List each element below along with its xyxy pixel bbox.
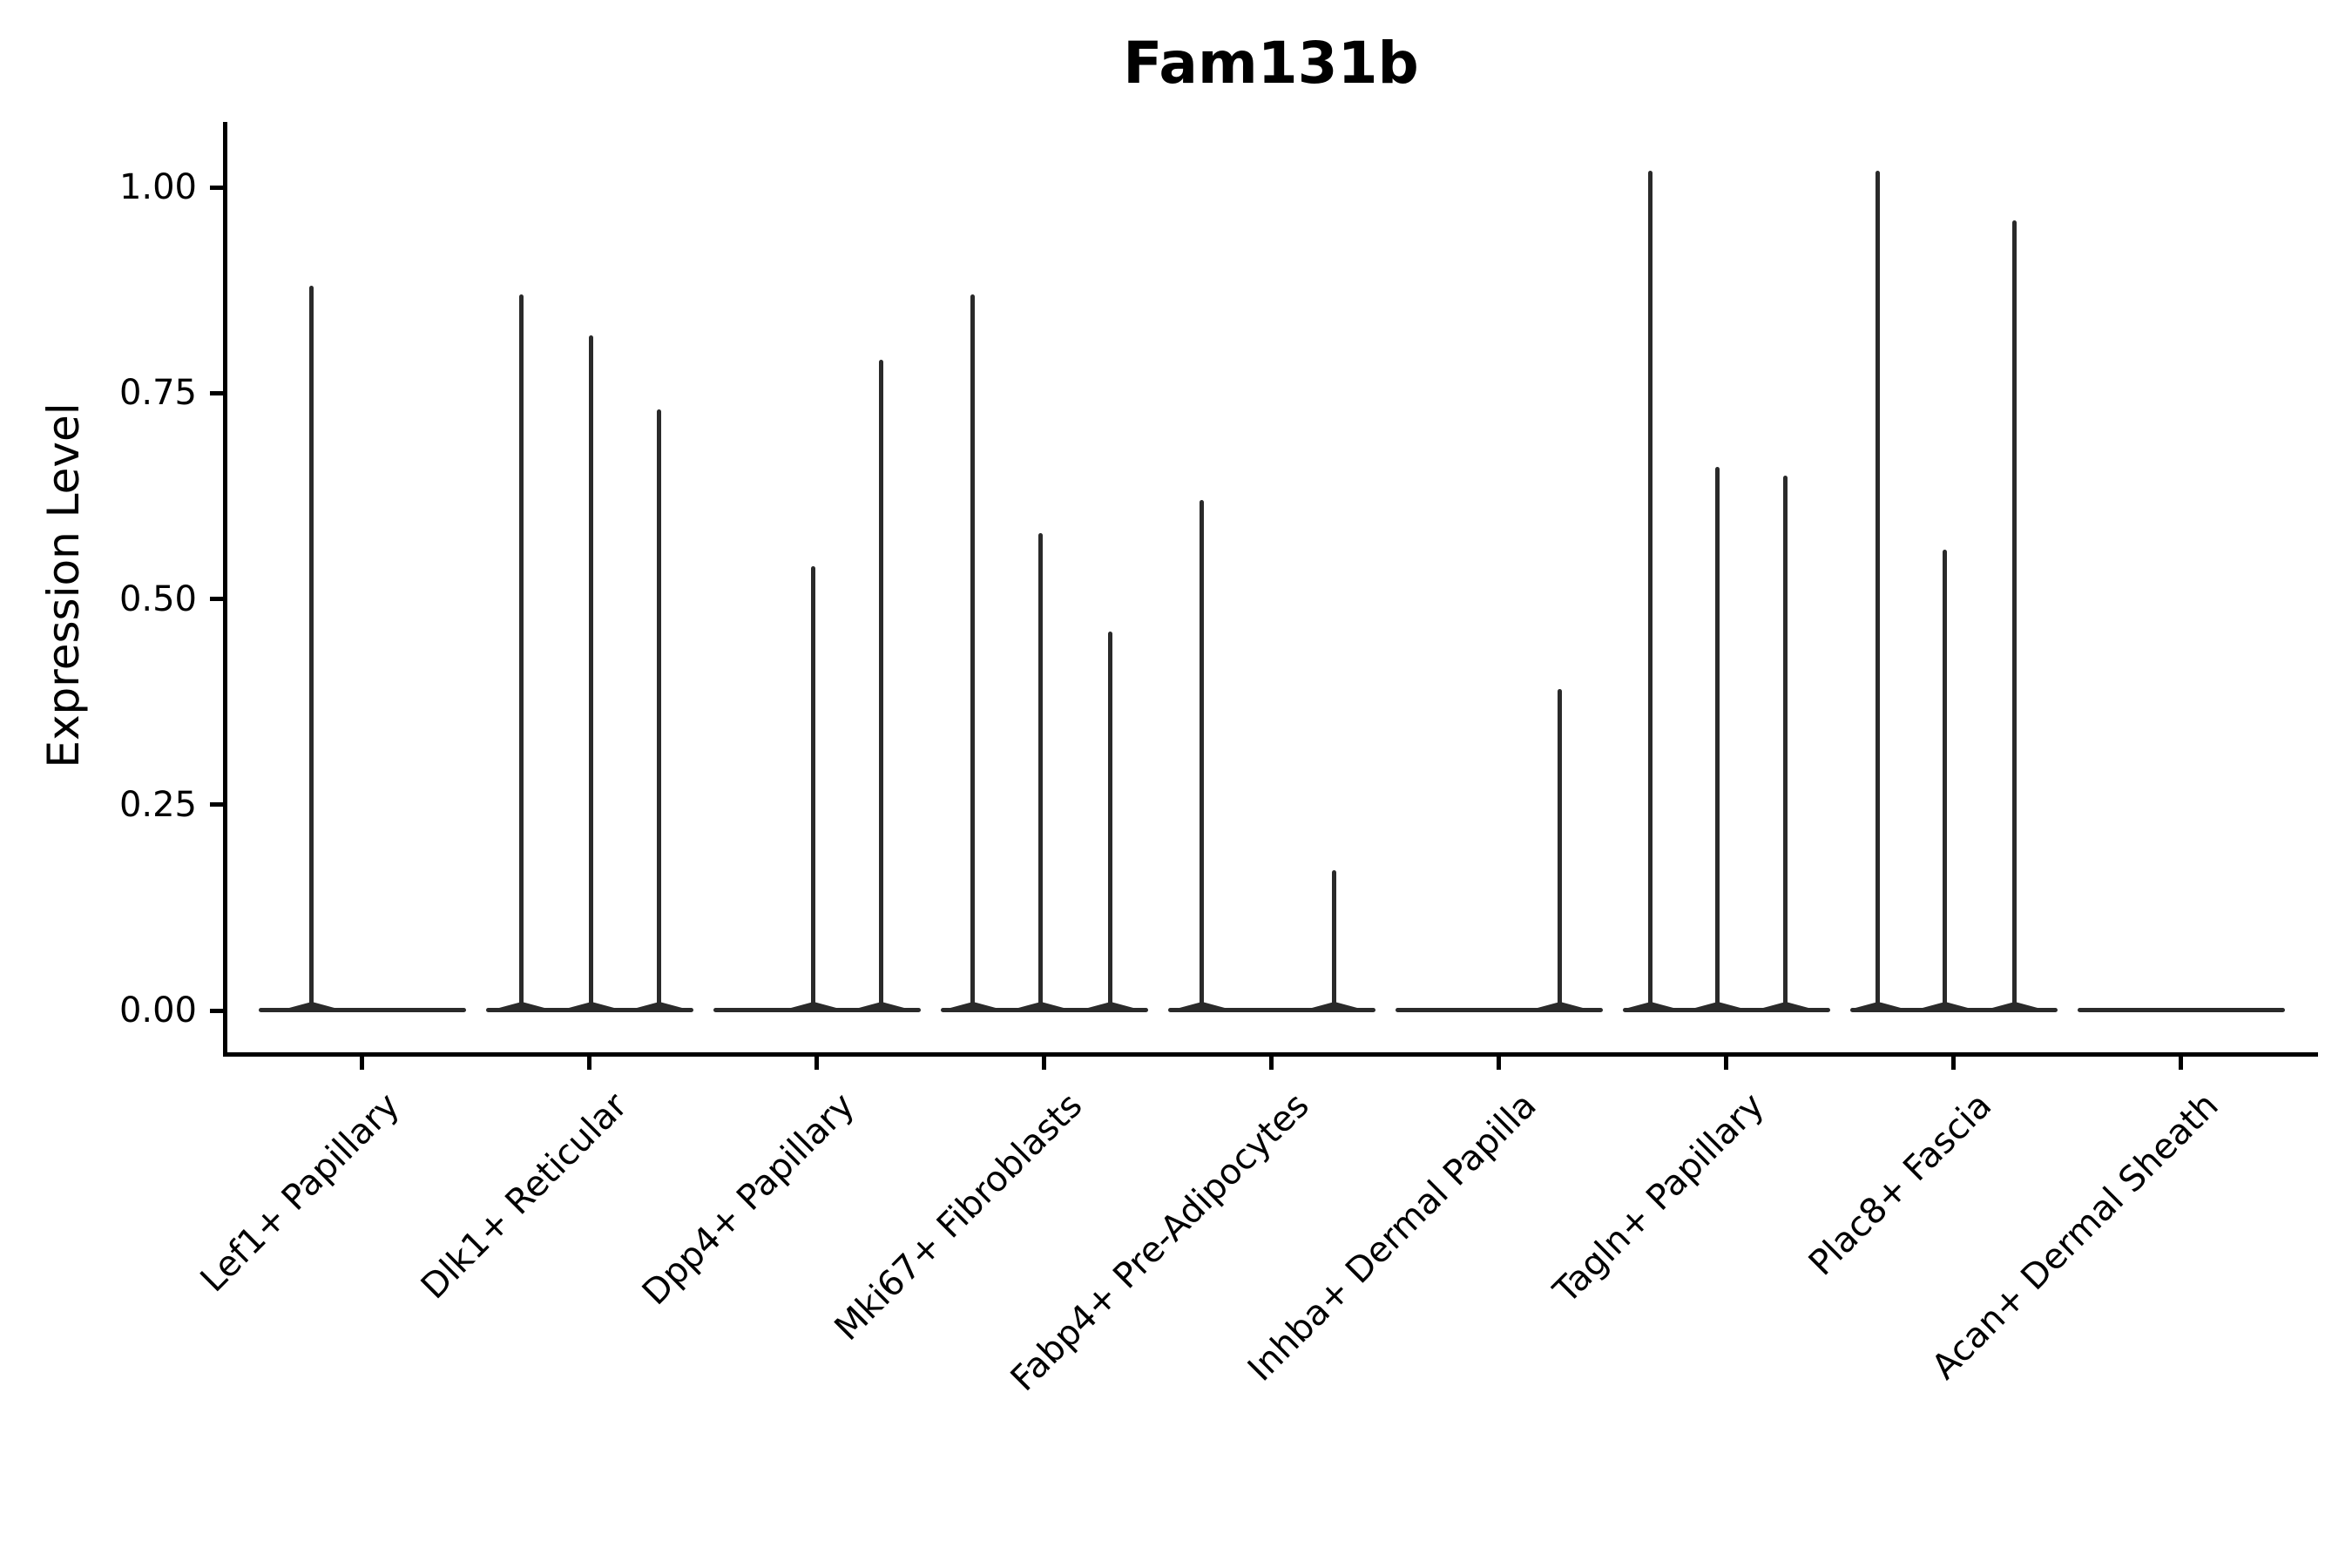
violin-spike [1783,475,1788,1010]
violin-spike-base [1694,1002,1740,1008]
violin-spike-base [498,1002,544,1008]
violin-baseline [1167,1008,1375,1012]
x-tick-label-text: Tagln+ Papillary [1545,1085,1773,1312]
violin-spike [589,335,593,1010]
x-axis-tick [814,1057,819,1070]
violin-spike-base [1087,1002,1133,1008]
x-axis-tick [1042,1057,1046,1070]
violin-baseline [2077,1008,2285,1012]
y-axis-tick [210,185,223,190]
x-tick-label-text: Lef1+ Papillary [193,1085,409,1301]
violin-baseline [258,1008,466,1012]
violin-spike-base [288,1002,335,1008]
violin-spike-base [568,1002,614,1008]
violin-spike-base [950,1002,996,1008]
y-axis-spine [223,122,227,1057]
violin-spike-base [1855,1002,1901,1008]
violin-spike [657,409,661,1010]
violin-spike-base [1017,1002,1064,1008]
x-tick-label-text: Dlk1+ Reticular [413,1085,636,1308]
violin-spike-base [636,1002,682,1008]
x-axis-tick [587,1057,591,1070]
x-axis-tick [1951,1057,1956,1070]
violin-spike [1943,549,1947,1010]
x-axis-tick [1497,1057,1501,1070]
violin-spike-base [1179,1002,1225,1008]
chart-title: Fam131b [1123,30,1419,97]
violin-spike-base [858,1002,904,1008]
violin-spike [811,565,815,1010]
violin-spike-base [1991,1002,2038,1008]
violin-baseline [940,1008,1148,1012]
x-axis-tick [2179,1057,2183,1070]
violin-spike-base [1922,1002,1968,1008]
violin-spike-base [1627,1002,1673,1008]
y-axis-tick [210,597,223,601]
violin-baseline [1622,1008,1830,1012]
violin-spike [1876,171,1880,1010]
violin-spike-base [1762,1002,1808,1008]
x-axis-tick [360,1057,364,1070]
violin-baseline [1849,1008,2058,1012]
y-tick-label: 0.75 [118,373,197,414]
violin-spike-base [1311,1002,1357,1008]
y-axis-tick [210,390,223,395]
violin-spike [519,294,524,1010]
violin-spike-base [790,1002,836,1008]
violin-spike [1200,500,1204,1010]
violin-spike [1332,870,1336,1010]
violin-spike [1038,532,1043,1010]
violin-spike [1108,632,1112,1010]
x-axis-spine [223,1052,2318,1057]
x-tick-label-text: Mki67+ Fibroblasts [827,1085,1091,1348]
x-tick-label-text: Plac8+ Fascia [1801,1085,2000,1284]
x-tick-label-text: Dpp4+ Papillary [634,1085,863,1314]
violin-spike [1648,171,1652,1010]
y-tick-label: 0.00 [118,990,197,1031]
y-axis-tick [210,1008,223,1013]
y-tick-label: 0.50 [118,578,197,619]
y-tick-label: 0.25 [118,784,197,825]
violin-spike [309,286,314,1010]
violin-spike [970,294,975,1010]
x-axis-tick [1724,1057,1728,1070]
violin-spike [1558,689,1562,1010]
violin-baseline [1395,1008,1603,1012]
violin-spike [879,360,883,1010]
y-tick-label: 1.00 [118,167,197,207]
x-axis-tick [1269,1057,1274,1070]
violin-spike [1715,467,1720,1010]
violin-baseline [713,1008,921,1012]
violin-spike-base [1537,1002,1583,1008]
violin-spike [2012,220,2017,1010]
y-axis-tick [210,802,223,808]
